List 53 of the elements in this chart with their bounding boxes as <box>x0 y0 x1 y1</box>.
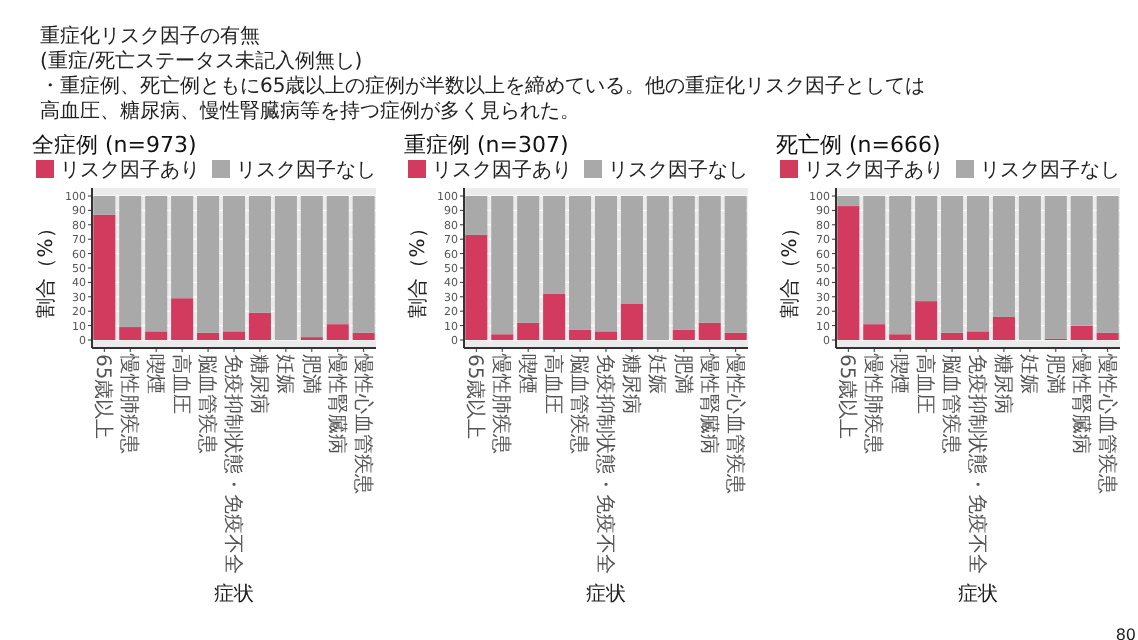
chart-title: 全症例 (n=973) <box>32 132 197 158</box>
x-tick-label: 妊娠 <box>1016 354 1039 394</box>
x-tick-label: 脳血管疾患 <box>567 354 592 454</box>
legend-label: リスク因子なし <box>236 160 376 182</box>
x-tick-label: 高血圧 <box>169 354 194 414</box>
x-tick-label: 喫煙 <box>887 354 912 394</box>
legend-label: リスク因子なし <box>608 160 748 182</box>
text: ・重症例、死亡例ともに65歳以上の症例が半数以上を締めている。他の重症化リスク因子としては <box>40 74 926 98</box>
text: (重症/死亡ステータス未記入例無し) <box>40 49 363 73</box>
x-axis-title: 症状 <box>958 582 998 606</box>
x-tick-label: 慢性肺疾患 <box>489 352 514 454</box>
x-tick-label: 妊娠 <box>644 354 667 394</box>
x-tick-label: 糖尿病 <box>990 354 1015 414</box>
y-axis-title: 割合（%） <box>406 218 430 318</box>
x-tick-label: 65歳以上 <box>835 354 860 440</box>
x-tick-label: 高血圧 <box>913 354 938 414</box>
x-axis-title: 症状 <box>586 582 626 606</box>
legend-label: リスク因子あり <box>60 160 200 182</box>
x-tick-label: 妊娠 <box>272 354 295 394</box>
legend-label: リスク因子あり <box>804 160 944 182</box>
x-tick-label: 慢性心血管疾患 <box>722 352 747 494</box>
x-tick-label: 肥満 <box>670 354 695 394</box>
x-tick-label: 脳血管疾患 <box>939 354 964 454</box>
x-tick-label: 免疫抑制状態・免疫不全 <box>593 354 617 574</box>
x-tick-label: 慢性腎臓病 <box>324 352 349 454</box>
x-tick-label: 高血圧 <box>541 354 566 414</box>
x-axis-title: 症状 <box>214 582 254 606</box>
x-tick-label: 喫煙 <box>143 354 168 394</box>
x-tick-label: 糖尿病 <box>246 354 271 414</box>
x-tick-label: 慢性肺疾患 <box>117 352 142 454</box>
x-tick-label: 慢性腎臓病 <box>1068 352 1093 454</box>
y-axis-title: 割合（%） <box>34 218 58 318</box>
x-tick-label: 喫煙 <box>515 354 540 394</box>
x-tick-label: 免疫抑制状態・免疫不全 <box>221 354 245 574</box>
y-axis-title: 割合（%） <box>778 218 802 318</box>
chart-title: 重症例 (n=307) <box>404 132 569 158</box>
x-tick-label: 脳血管疾患 <box>195 354 220 454</box>
x-tick-label: 65歳以上 <box>91 354 116 440</box>
x-tick-label: 免疫抑制状態・免疫不全 <box>965 354 989 574</box>
x-tick-label: 慢性心血管疾患 <box>350 352 375 494</box>
x-tick-label: 肥満 <box>1042 354 1067 394</box>
x-tick-label: 肥満 <box>298 354 323 394</box>
x-tick-label: 慢性心血管疾患 <box>1094 352 1119 494</box>
legend-label: リスク因子あり <box>432 160 572 182</box>
text: 重症化リスク因子の有無 <box>40 24 260 48</box>
text: 80 <box>1115 626 1136 640</box>
x-tick-label: 慢性肺疾患 <box>861 352 886 454</box>
x-tick-label: 糖尿病 <box>618 354 643 414</box>
text: 高血圧、糖尿病、慢性腎臓病等を持つ症例が多く見られた。 <box>40 99 580 123</box>
x-tick-label: 慢性腎臓病 <box>696 352 721 454</box>
x-tick-label: 65歳以上 <box>463 354 488 440</box>
legend-label: リスク因子なし <box>980 160 1120 182</box>
chart-title: 死亡例 (n=666) <box>776 132 941 158</box>
